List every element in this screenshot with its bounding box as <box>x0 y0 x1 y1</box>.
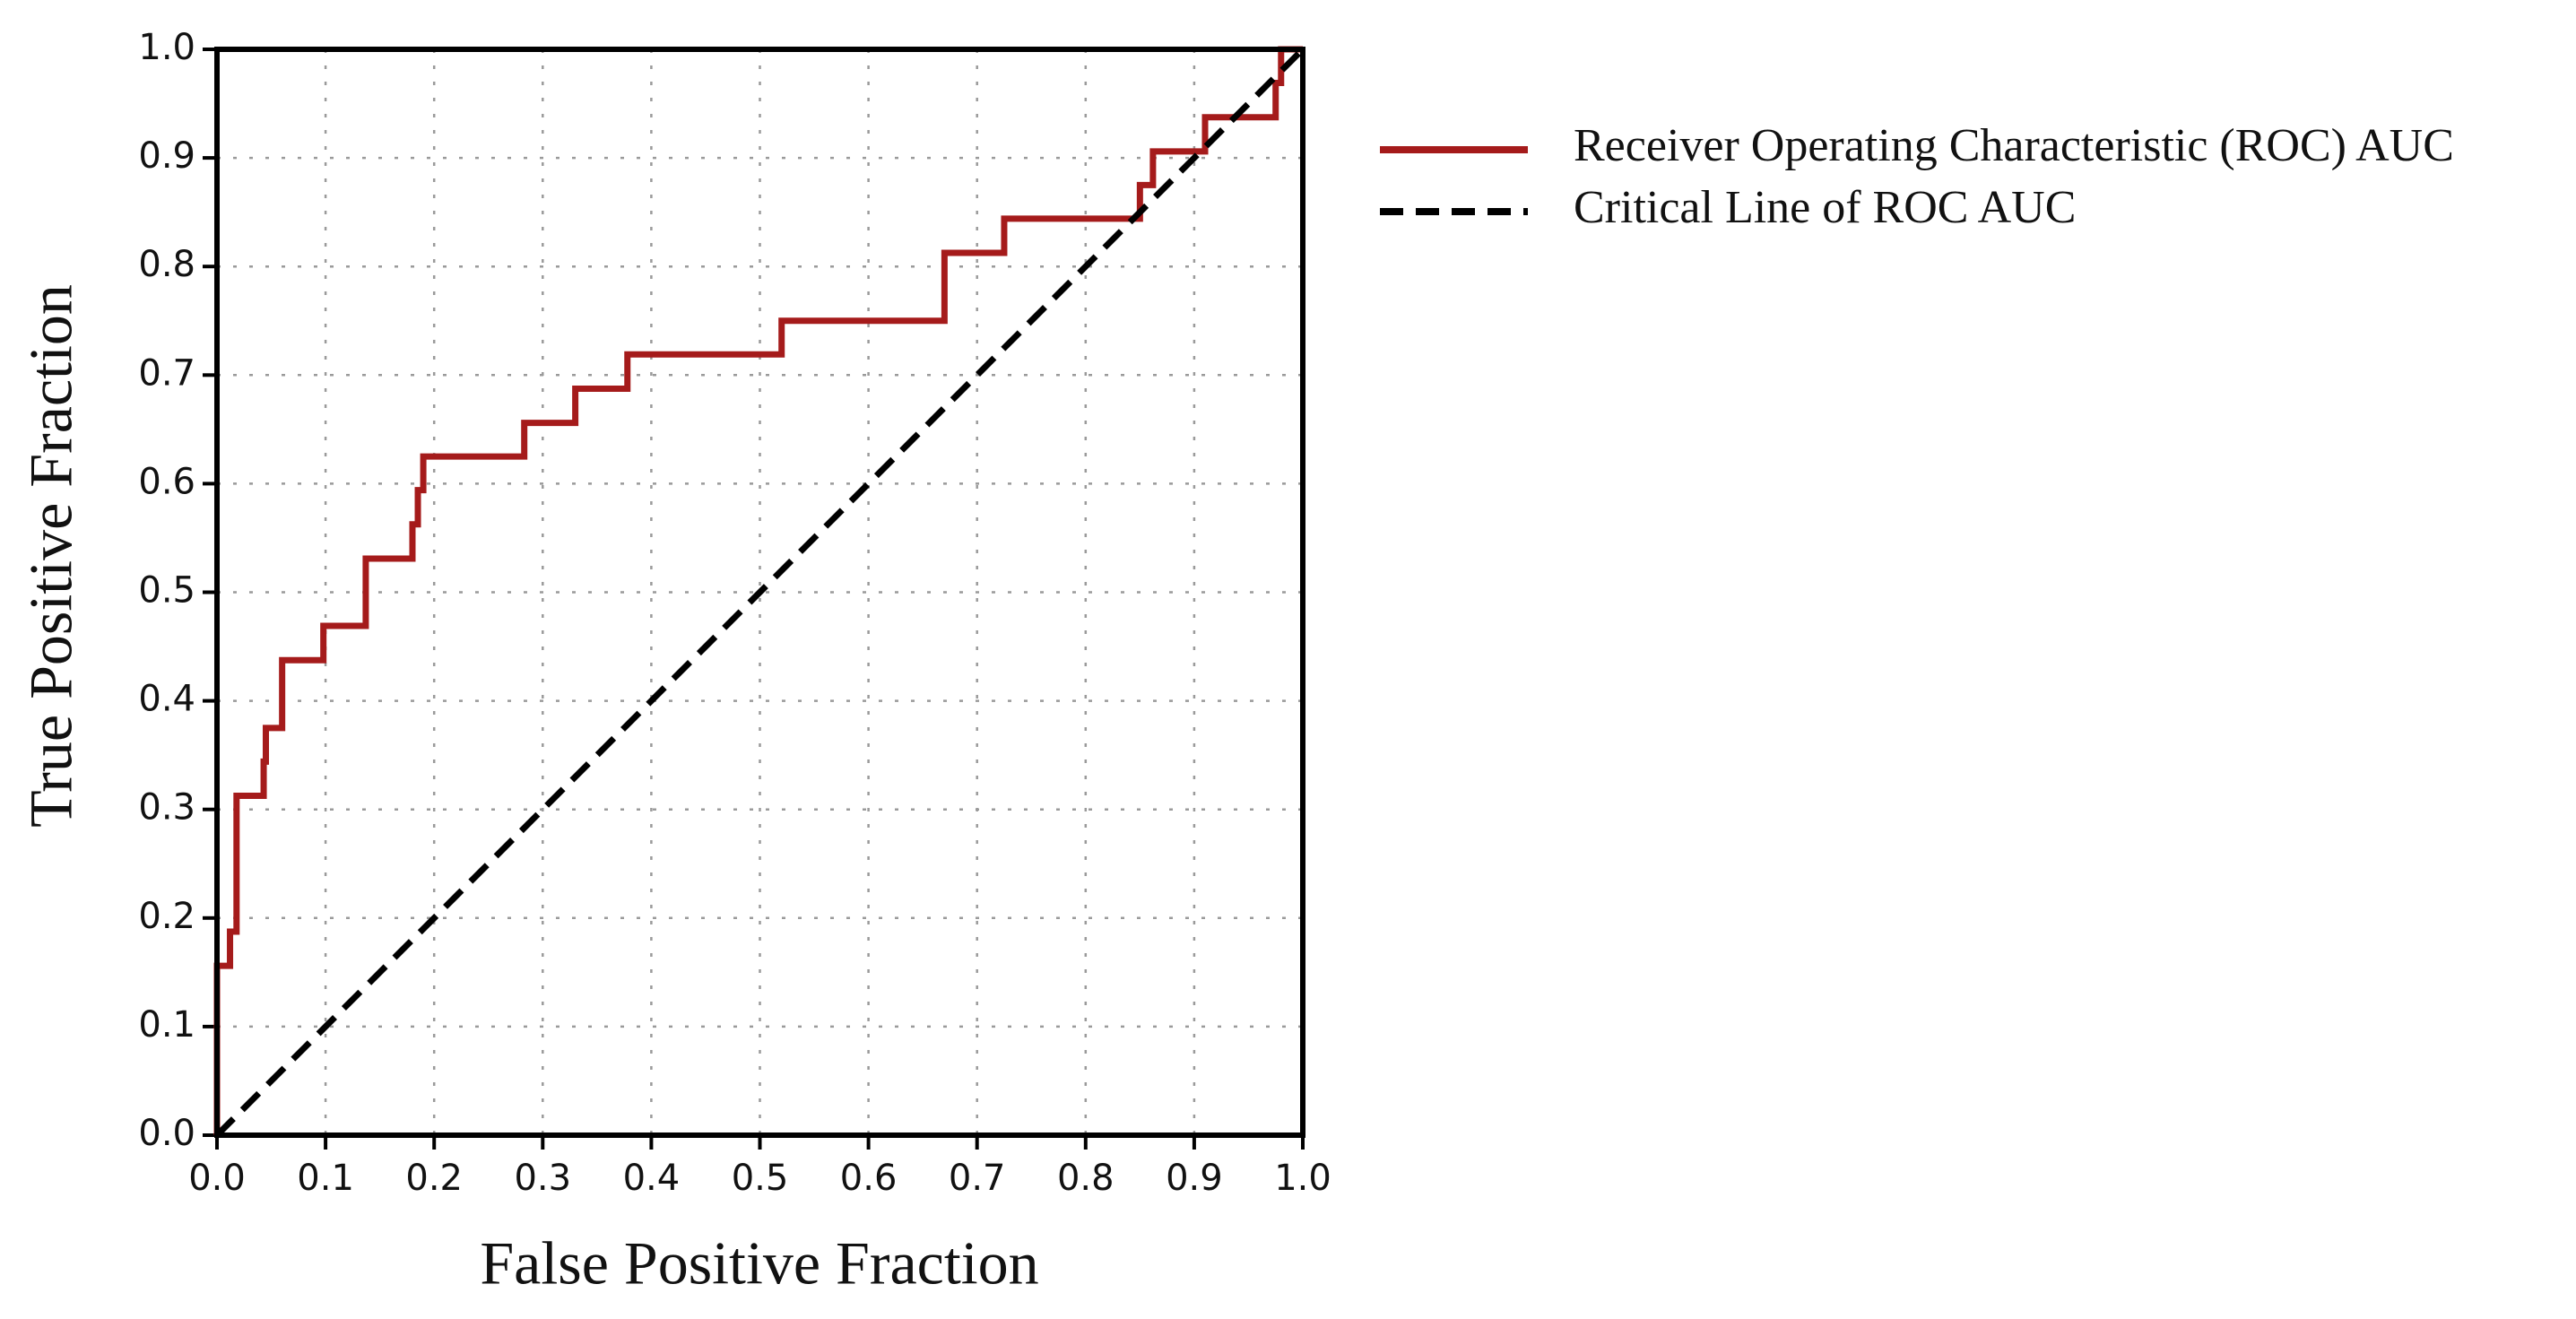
x-tick-label: 0.5 <box>732 1158 789 1199</box>
x-tick-label: 0.7 <box>949 1158 1006 1199</box>
y-tick-label: 0.8 <box>138 244 195 285</box>
y-tick-label: 0.9 <box>138 135 195 177</box>
y-tick-label: 1.0 <box>138 27 195 68</box>
y-tick-label: 0.1 <box>138 1004 195 1046</box>
x-tick-label: 0.8 <box>1057 1158 1115 1199</box>
x-tick-label: 0.2 <box>405 1158 463 1199</box>
legend-label: Critical Line of ROC AUC <box>1574 182 2076 233</box>
series-line <box>214 47 1305 1138</box>
x-tick-label: 0.3 <box>514 1158 571 1199</box>
y-tick-label: 0.0 <box>138 1113 195 1154</box>
x-axis-label: False Positive Fraction <box>480 1229 1038 1297</box>
x-tick-label: 1.0 <box>1274 1158 1331 1199</box>
x-tick-label: 0.4 <box>623 1158 681 1199</box>
y-tick-label: 0.5 <box>138 570 195 612</box>
x-tick-label: 0.0 <box>188 1158 246 1199</box>
y-axis-label: True Positive Fraction <box>17 284 85 828</box>
y-tick-label: 0.7 <box>138 352 195 394</box>
y-tick-label: 0.2 <box>138 896 195 937</box>
x-tick-label: 0.1 <box>297 1158 354 1199</box>
y-tick-label: 0.6 <box>138 461 195 502</box>
y-tick-label: 0.3 <box>138 787 195 829</box>
legend-label: Receiver Operating Characteristic (ROC) … <box>1574 120 2454 171</box>
plot-frame <box>214 47 1305 1138</box>
x-tick-label: 0.6 <box>840 1158 898 1199</box>
y-tick-label: 0.4 <box>138 679 195 720</box>
series-line <box>213 46 1303 1135</box>
x-tick-label: 0.9 <box>1166 1158 1223 1199</box>
